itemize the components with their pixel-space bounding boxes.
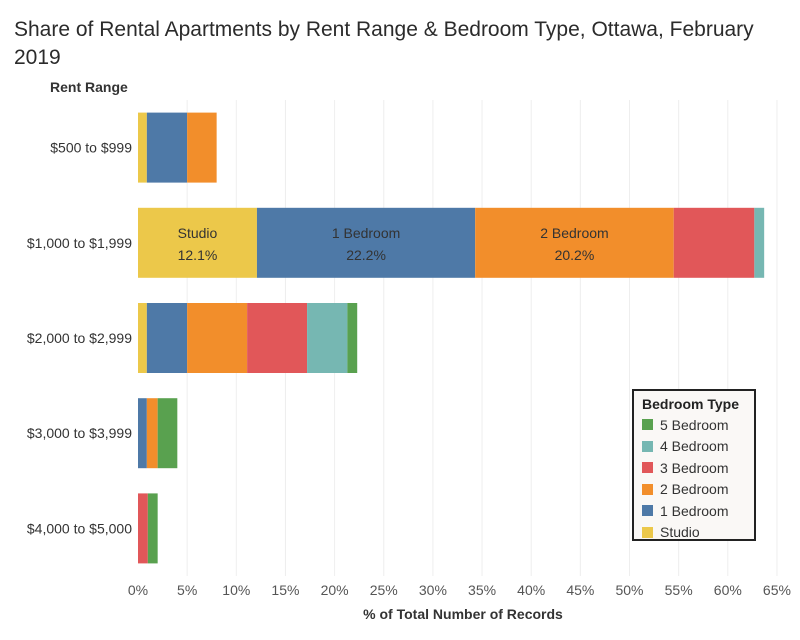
x-tick-label: 65% — [763, 582, 791, 598]
data-label-series: Studio — [178, 225, 218, 241]
row-header: Rent Range — [50, 79, 128, 95]
legend-item-5-bedroom: 5 Bedroom — [642, 414, 746, 436]
y-axis-label: $3,000 to $3,999 — [27, 425, 132, 441]
bar-studio — [138, 303, 147, 373]
bar-1-bedroom — [146, 112, 188, 183]
legend-item-studio: Studio — [642, 522, 746, 544]
bar-1-bedroom — [146, 303, 188, 373]
legend-swatch — [642, 419, 653, 431]
bar-2-bedroom — [146, 398, 158, 469]
x-tick-label: 50% — [615, 582, 643, 598]
x-tick-label: 40% — [517, 582, 545, 598]
bar-studio — [138, 112, 147, 183]
legend: Bedroom Type 5 Bedroom 4 Bedroom 3 Bedroom… — [632, 389, 756, 541]
y-axis-label: $4,000 to $5,000 — [27, 520, 132, 536]
data-label-value: 22.2% — [346, 247, 386, 263]
y-axis-label: $1,000 to $1,999 — [27, 235, 132, 251]
legend-label: 3 Bedroom — [660, 459, 729, 476]
bar-5-bedroom — [147, 493, 158, 564]
legend-item-1-bedroom: 1 Bedroom — [642, 500, 746, 522]
legend-swatch — [642, 526, 653, 538]
x-tick-label: 0% — [128, 582, 148, 598]
x-tick-label: 20% — [321, 582, 349, 598]
bar-1-bedroom — [256, 207, 476, 278]
bar-5-bedroom — [347, 303, 358, 373]
legend-swatch — [642, 440, 653, 452]
bar-3-bedroom — [138, 493, 148, 564]
bar-3-bedroom — [247, 303, 308, 373]
legend-label: Studio — [660, 524, 700, 541]
data-label-value: 20.2% — [555, 247, 595, 263]
y-axis-label: $500 to $999 — [50, 140, 132, 156]
legend-label: 5 Bedroom — [660, 416, 729, 433]
x-tick-label: 25% — [370, 582, 398, 598]
legend-swatch — [642, 462, 653, 474]
legend-swatch — [642, 505, 653, 517]
bars — [138, 112, 765, 564]
y-axis-label: $2,000 to $2,999 — [27, 330, 132, 346]
legend-title: Bedroom Type — [642, 396, 739, 412]
x-tick-label: 15% — [271, 582, 299, 598]
chart-title: Share of Rental Apartments by Rent Range… — [14, 18, 754, 69]
x-axis-tick-labels: 0% 5% 10% 15% 20% 25% 30% 35% 40% 45% 50% 55% 60% 65% — [128, 582, 791, 598]
legend-label: 2 Bedroom — [660, 481, 729, 498]
x-tick-label: 60% — [714, 582, 742, 598]
data-label-series: 2 Bedroom — [540, 225, 608, 241]
data-label-value: 12.1% — [178, 247, 218, 263]
data-labels: Studio 12.1% 1 Bedroom 22.2% 2 Bedroom 20.2% — [178, 225, 609, 263]
x-axis-label: % of Total Number of Records — [363, 606, 563, 622]
legend-label: 4 Bedroom — [660, 438, 729, 455]
bar-4-bedroom — [754, 207, 765, 278]
x-tick-label: 30% — [419, 582, 447, 598]
legend-swatch — [642, 483, 653, 495]
x-tick-label: 5% — [177, 582, 197, 598]
bar-5-bedroom — [157, 398, 178, 469]
bar-4-bedroom — [307, 303, 348, 373]
data-label-series: 1 Bedroom — [332, 225, 400, 241]
legend-item-4-bedroom: 4 Bedroom — [642, 436, 746, 458]
bar-2-bedroom — [187, 303, 248, 373]
legend-label: 1 Bedroom — [660, 502, 729, 519]
bar-3-bedroom — [673, 207, 755, 278]
bar-1-bedroom — [138, 398, 147, 469]
legend-item-2-bedroom: 2 Bedroom — [642, 479, 746, 501]
x-tick-label: 45% — [566, 582, 594, 598]
bar-2-bedroom — [187, 112, 217, 183]
x-tick-label: 10% — [222, 582, 250, 598]
legend-item-3-bedroom: 3 Bedroom — [642, 457, 746, 479]
bar-studio — [138, 207, 257, 278]
bar-2-bedroom — [475, 207, 674, 278]
x-tick-label: 55% — [665, 582, 693, 598]
y-axis-labels: $500 to $999 $1,000 to $1,999 $2,000 to $2… — [27, 140, 132, 537]
legend-items: 5 Bedroom 4 Bedroom 3 Bedroom 2 Bedroom 1 Be… — [642, 414, 746, 543]
x-tick-label: 35% — [468, 582, 496, 598]
